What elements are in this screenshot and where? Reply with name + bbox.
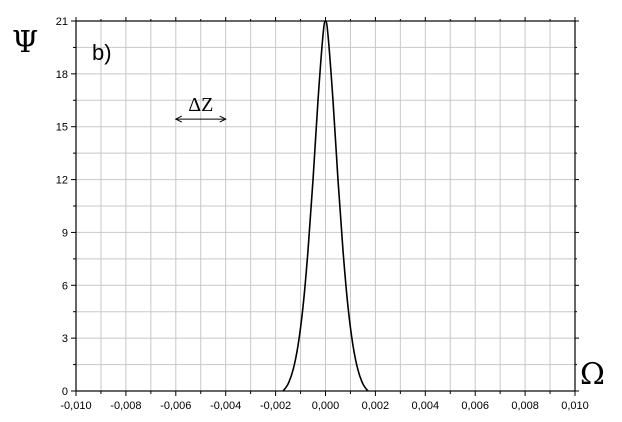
- x-tick-label: -0,010: [60, 400, 91, 412]
- grid: [76, 21, 575, 391]
- y-tick-label: 6: [62, 280, 68, 292]
- x-tick-label: -0,006: [160, 400, 191, 412]
- x-tick-label: 0,000: [312, 400, 340, 412]
- y-tick-label: 18: [56, 69, 68, 81]
- y-axis-label: Ψ: [12, 25, 38, 60]
- plot-frame: [75, 20, 576, 392]
- x-tick-label: 0,004: [412, 400, 440, 412]
- y-tick-label: 12: [56, 175, 68, 187]
- x-tick-label: 0,008: [511, 400, 539, 412]
- x-tick-label: 0,006: [461, 400, 489, 412]
- annotation-layer: ΔZ: [174, 94, 227, 123]
- y-tick-label: 3: [62, 333, 68, 345]
- annotation-label: ΔZ: [188, 94, 213, 116]
- panel-label: b): [92, 40, 112, 65]
- y-tick-label: 0: [62, 386, 68, 398]
- arrow-head-left: [174, 115, 183, 123]
- y-tick-label: 15: [56, 122, 68, 134]
- arrow-head-right: [219, 115, 227, 123]
- x-tick-label: 0,010: [561, 400, 589, 412]
- y-tick-label: 9: [62, 227, 68, 239]
- axis-ticks: [71, 17, 579, 396]
- y-tick-label: 21: [56, 16, 68, 28]
- x-tick-label: -0,004: [210, 400, 241, 412]
- x-tick-label: 0,002: [362, 400, 390, 412]
- x-axis-label: Ω: [580, 357, 605, 392]
- x-tick-label: -0,002: [260, 400, 291, 412]
- x-tick-label: -0,008: [110, 400, 141, 412]
- tick-labels: -0,010 -0,008 -0,006 -0,004 -0,002 0,000 0,002…: [56, 16, 589, 412]
